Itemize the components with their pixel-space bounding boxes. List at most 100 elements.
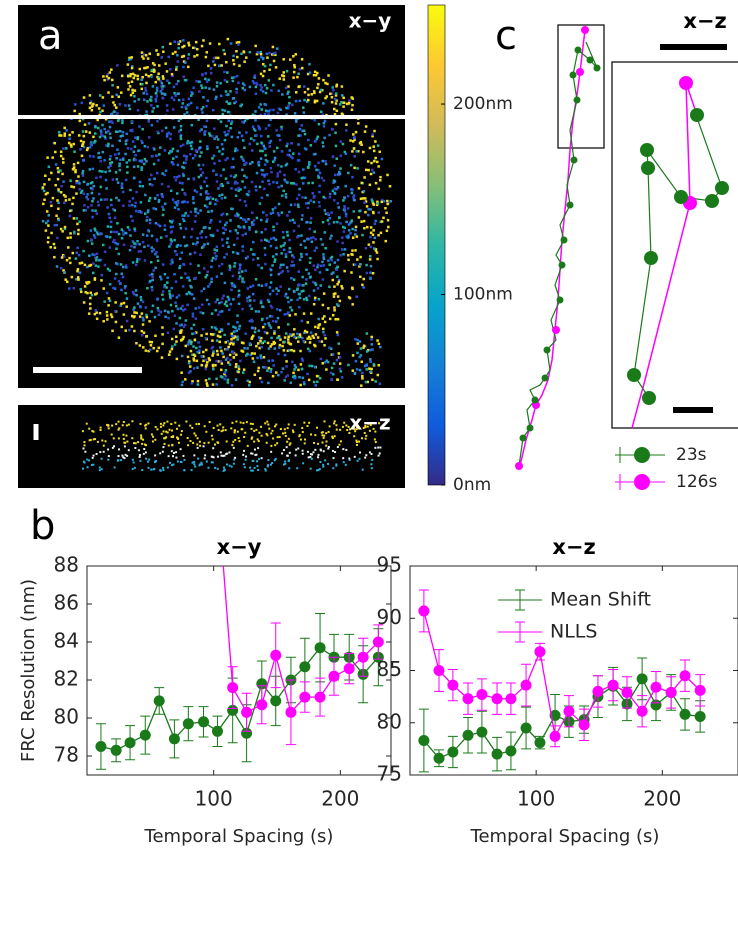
speckle bbox=[224, 341, 227, 344]
speckle bbox=[94, 313, 97, 316]
speckle bbox=[222, 356, 225, 359]
point bbox=[463, 693, 474, 704]
speckle bbox=[129, 189, 132, 192]
speckle bbox=[193, 454, 195, 456]
speckle bbox=[361, 375, 364, 378]
speckle bbox=[336, 84, 339, 87]
speckle bbox=[119, 130, 122, 133]
speckle bbox=[110, 68, 113, 71]
speckle bbox=[114, 153, 117, 156]
speckle bbox=[107, 145, 110, 148]
speckle bbox=[319, 271, 322, 274]
speckle bbox=[204, 457, 206, 459]
speckle bbox=[162, 298, 165, 301]
speckle bbox=[213, 155, 216, 158]
speckle bbox=[243, 463, 245, 465]
speckle bbox=[273, 150, 276, 153]
speckle bbox=[246, 353, 249, 356]
point bbox=[492, 749, 503, 760]
speckle bbox=[272, 229, 275, 232]
speckle bbox=[128, 58, 131, 61]
speckle bbox=[254, 374, 257, 377]
speckle bbox=[118, 152, 121, 155]
speckle bbox=[69, 232, 72, 235]
speckle bbox=[83, 209, 86, 212]
speckle bbox=[253, 299, 256, 302]
speckle bbox=[304, 133, 307, 136]
speckle bbox=[324, 321, 327, 324]
speckle bbox=[376, 339, 379, 342]
speckle bbox=[229, 363, 232, 366]
speckle bbox=[108, 120, 111, 123]
speckle bbox=[213, 127, 216, 130]
speckle bbox=[222, 168, 225, 171]
speckle bbox=[280, 271, 283, 274]
speckle bbox=[322, 196, 325, 199]
speckle bbox=[86, 459, 88, 461]
speckle bbox=[351, 228, 354, 231]
speckle bbox=[151, 289, 154, 292]
speckle bbox=[225, 90, 228, 93]
speckle bbox=[322, 160, 325, 163]
speckle bbox=[372, 241, 375, 244]
speckle bbox=[154, 267, 157, 270]
speckle bbox=[210, 219, 213, 222]
speckle bbox=[279, 344, 282, 347]
speckle bbox=[166, 277, 169, 280]
speckle bbox=[190, 327, 193, 330]
speckle bbox=[365, 368, 368, 371]
speckle bbox=[321, 340, 324, 343]
speckle bbox=[328, 346, 331, 349]
speckle bbox=[246, 193, 249, 196]
speckle bbox=[127, 88, 129, 91]
speckle bbox=[204, 86, 207, 89]
speckle bbox=[113, 445, 115, 447]
speckle bbox=[341, 236, 344, 239]
speckle bbox=[351, 176, 354, 179]
speckle bbox=[356, 368, 359, 371]
speckle bbox=[87, 240, 90, 243]
speckle bbox=[107, 424, 109, 426]
speckle bbox=[258, 440, 260, 442]
speckle bbox=[229, 359, 232, 362]
speckle bbox=[234, 181, 237, 184]
speckle bbox=[195, 423, 197, 425]
speckle bbox=[233, 463, 235, 465]
speckle bbox=[153, 148, 156, 151]
speckle bbox=[378, 211, 381, 214]
speckle bbox=[358, 458, 360, 460]
speckle bbox=[103, 300, 106, 303]
speckle bbox=[57, 188, 60, 191]
speckle bbox=[188, 291, 191, 294]
speckle bbox=[111, 330, 114, 333]
speckle bbox=[55, 163, 58, 166]
speckle bbox=[321, 243, 324, 246]
speckle bbox=[292, 76, 295, 79]
speckle bbox=[272, 46, 275, 49]
point bbox=[344, 663, 355, 674]
speckle bbox=[190, 440, 192, 442]
speckle bbox=[350, 188, 353, 191]
speckle bbox=[112, 287, 115, 290]
speckle bbox=[127, 82, 129, 85]
speckle bbox=[220, 375, 223, 378]
speckle bbox=[157, 73, 160, 76]
speckle bbox=[199, 140, 202, 143]
speckle bbox=[182, 174, 185, 177]
speckle bbox=[293, 71, 296, 74]
speckle bbox=[114, 277, 117, 280]
speckle bbox=[99, 176, 102, 179]
speckle bbox=[101, 458, 103, 460]
speckle bbox=[317, 136, 320, 139]
speckle bbox=[229, 269, 232, 272]
speckle bbox=[248, 229, 251, 232]
speckle bbox=[330, 235, 333, 238]
speckle bbox=[73, 150, 76, 153]
speckle bbox=[203, 287, 206, 290]
speckle bbox=[238, 64, 241, 67]
speckle bbox=[198, 164, 201, 167]
speckle bbox=[154, 81, 157, 84]
speckle bbox=[282, 71, 285, 74]
speckle bbox=[65, 129, 68, 132]
xz-image bbox=[18, 405, 405, 488]
